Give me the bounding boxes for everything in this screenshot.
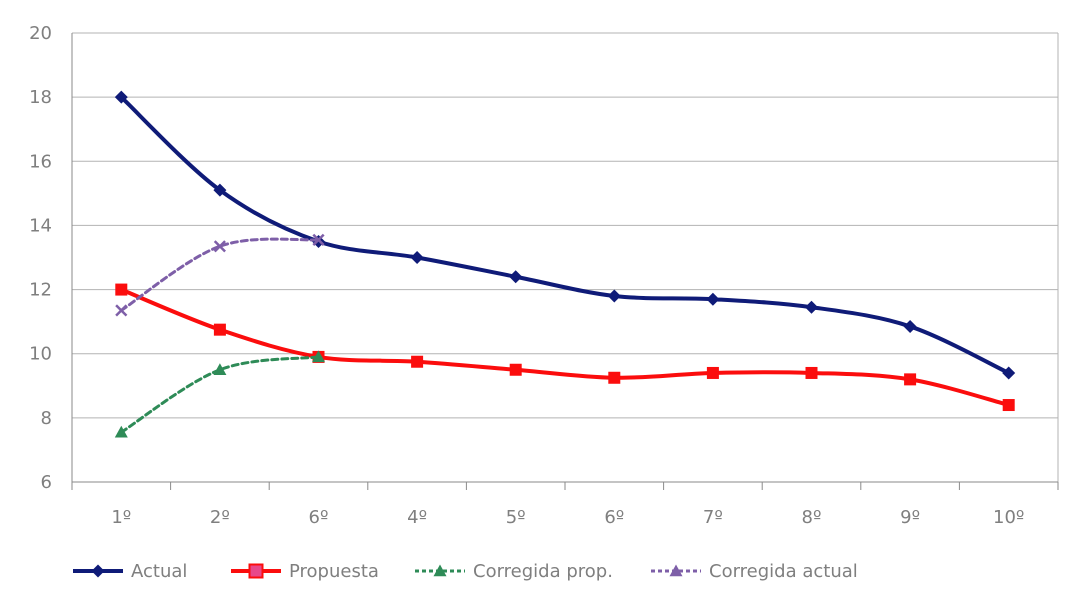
data-point — [903, 319, 917, 333]
data-point — [213, 183, 227, 197]
series-corregida-prop- — [114, 350, 325, 438]
data-point — [706, 292, 720, 306]
y-tick-label: 12 — [29, 280, 52, 301]
x-tick-label: 6º — [309, 507, 329, 528]
series-corregida-actual — [115, 233, 325, 317]
x-tick-label: 8º — [802, 507, 822, 528]
data-point — [115, 283, 128, 296]
legend-marker — [91, 564, 105, 578]
data-point — [312, 233, 325, 246]
x-tick-label: 2º — [210, 507, 230, 528]
x-tick-label: 7º — [703, 507, 723, 528]
data-point — [509, 270, 523, 284]
marker-stroke — [312, 233, 325, 246]
series-line — [119, 237, 320, 312]
data-point — [904, 373, 917, 386]
data-point — [114, 90, 128, 104]
y-tick-label: 16 — [29, 151, 52, 172]
data-point — [805, 300, 818, 314]
x-tick-label: 9º — [900, 507, 920, 528]
legend-label: Actual — [131, 561, 187, 582]
legend-label: Corregida prop. — [473, 561, 613, 582]
data-point — [805, 366, 818, 379]
data-point — [706, 366, 719, 379]
legend-label: Corregida actual — [709, 561, 858, 582]
y-tick-label: 18 — [29, 87, 52, 108]
data-point — [607, 289, 621, 303]
x-tick-label: 5º — [506, 507, 526, 528]
legend-item: Corregida actual — [651, 561, 858, 582]
series-propuesta — [115, 283, 1015, 412]
y-tick-label: 14 — [29, 215, 52, 236]
data-point — [213, 363, 227, 375]
data-point — [312, 350, 325, 363]
data-point — [410, 251, 424, 264]
data-point — [115, 304, 128, 317]
x-tick-label: 1º — [111, 507, 131, 528]
data-point — [1002, 366, 1016, 380]
series-line — [119, 95, 1011, 375]
series-line — [119, 287, 1011, 408]
data-point — [114, 425, 128, 438]
marker-stroke — [213, 240, 226, 253]
legend-item: Corregida prop. — [415, 561, 613, 582]
data-point — [213, 240, 226, 253]
y-tick-label: 20 — [29, 23, 52, 44]
x-tick-label: 4º — [407, 507, 427, 528]
x-tick-label: 6º — [604, 507, 624, 528]
data-point — [411, 355, 424, 368]
legend-item: Actual — [73, 561, 187, 582]
data-point — [509, 363, 522, 376]
legend-marker — [248, 563, 264, 579]
legend-marker — [433, 564, 447, 577]
data-point — [213, 323, 226, 336]
legend-label: Propuesta — [289, 561, 379, 582]
legend-marker — [669, 564, 683, 577]
legend-item: Propuesta — [231, 561, 379, 582]
y-tick-label: 8 — [41, 408, 52, 429]
marker-stroke — [115, 304, 128, 317]
y-tick-label: 6 — [41, 472, 52, 493]
data-point — [608, 371, 621, 384]
series-actual — [114, 90, 1016, 380]
y-tick-label: 10 — [29, 344, 52, 365]
x-tick-label: 10º — [993, 507, 1024, 528]
data-point — [1002, 399, 1015, 412]
